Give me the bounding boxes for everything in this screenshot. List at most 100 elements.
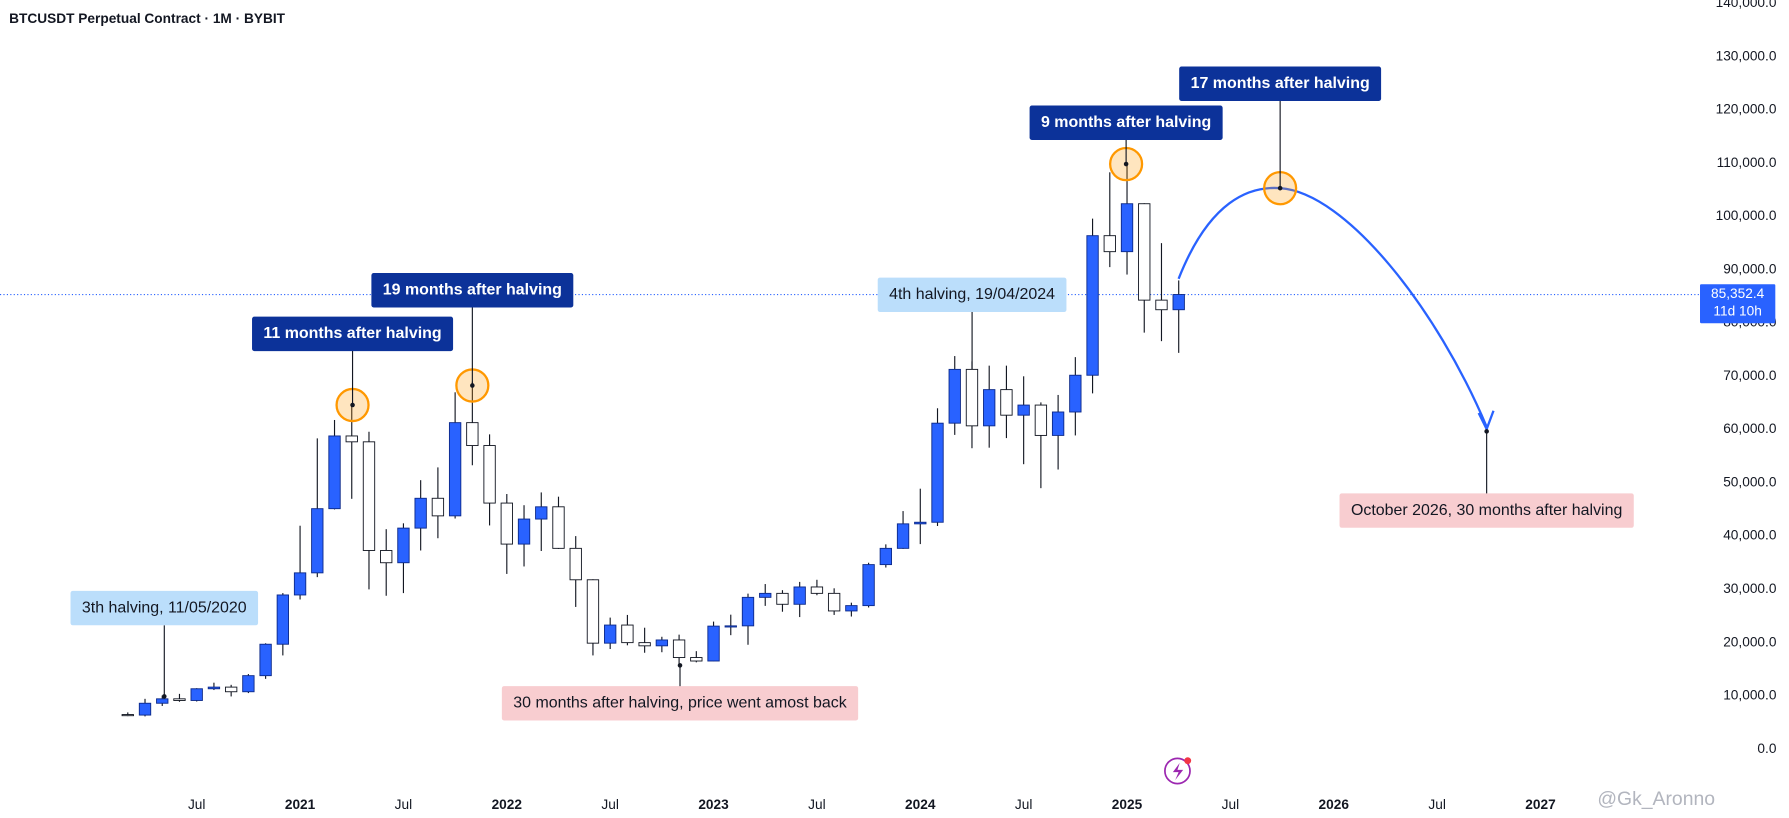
y-tick-label: 120,000.0: [1716, 102, 1777, 117]
candle-body: [448, 422, 462, 517]
annotation-box: [1339, 493, 1634, 528]
annotation-label: 9 months after halving: [1041, 114, 1211, 131]
annotation-label: 30 months after halving, price went amos…: [513, 694, 847, 711]
annotation-label: 3th halving, 11/05/2020: [82, 599, 247, 616]
y-tick-label: 110,000.0: [1717, 155, 1777, 170]
candle-body: [948, 368, 961, 424]
candle-body: [741, 596, 755, 627]
y-tick-label: 0.0: [1757, 741, 1776, 756]
lightning-icon[interactable]: [1164, 757, 1191, 785]
candles-layer: 0.0 10,000.0 20,000.0 30,000.0 40,000.0 50,00…: [70, 0, 1777, 812]
candle-body: [896, 523, 910, 549]
candle-body: [466, 422, 479, 447]
candle-body: [276, 594, 290, 645]
candle-body: [1051, 411, 1065, 436]
candle-body: [707, 625, 720, 662]
y-tick-label: 90,000.0: [1723, 261, 1777, 276]
candle-body: [138, 702, 152, 716]
candle-body: [207, 686, 221, 690]
price-tag: [1700, 284, 1776, 324]
annotation-box: [1029, 105, 1223, 140]
x-tick-label: Jul: [1015, 797, 1032, 812]
x-tick-label: Jul: [808, 797, 825, 812]
x-tick-label: 2027: [1525, 797, 1556, 812]
candle-body: [1017, 404, 1030, 416]
candle-body: [845, 605, 858, 612]
background-layer: [0, 293, 1701, 296]
annotation-box: [1179, 66, 1382, 101]
projection-curve: [1177, 186, 1488, 428]
candle-body: [552, 506, 565, 549]
annotation-box: [371, 273, 574, 308]
x-tick-label: 2026: [1319, 797, 1350, 812]
candle-body: [397, 527, 410, 564]
candle-body: [1120, 203, 1134, 253]
candle-body: [345, 435, 358, 443]
candle-body: [431, 497, 445, 517]
x-tick-label: 2022: [492, 797, 523, 812]
candle-body: [173, 698, 186, 701]
candle-body: [1103, 235, 1116, 253]
candle-body: [1138, 203, 1151, 301]
y-tick-label: 50,000.0: [1723, 474, 1777, 489]
candle-body: [1000, 389, 1013, 416]
y-tick-label: 60,000.0: [1723, 421, 1777, 436]
annotation-box: [70, 590, 259, 626]
candle-body: [724, 625, 737, 628]
x-tick-label: 2021: [285, 797, 316, 812]
candle-body: [862, 564, 875, 607]
notification-dot: [1184, 757, 1192, 765]
candle-body: [776, 592, 789, 605]
annotation-dot: [162, 694, 167, 699]
x-tick-label: Jul: [395, 797, 412, 812]
candle-body: [1034, 404, 1048, 436]
candle-body: [362, 441, 376, 551]
candle-body: [500, 502, 513, 545]
candle-body: [293, 572, 307, 596]
x-tick-label: 2024: [905, 797, 936, 812]
price-tag-value: 85,352.4: [1711, 286, 1765, 301]
x-tick-label: 2023: [698, 797, 729, 812]
x-tick-label: Jul: [601, 797, 618, 812]
annotation-dot: [1123, 161, 1129, 167]
annotation-box: [501, 686, 859, 721]
lightning-bolt: [1172, 762, 1184, 781]
chart-title: BTCUSDT Perpetual Contract · 1M · BYBIT: [9, 11, 286, 26]
candle-body: [380, 550, 393, 564]
candle-body: [621, 624, 634, 644]
candle-body: [931, 422, 944, 523]
candle-body: [672, 639, 686, 659]
annotation-dot: [1484, 429, 1489, 434]
candle-body: [879, 547, 892, 566]
candle-body: [1069, 374, 1082, 413]
annotation-label: October 2026, 30 months after halving: [1351, 502, 1622, 519]
candle-body: [121, 714, 134, 717]
y-tick-label: 30,000.0: [1723, 581, 1777, 596]
candle-body: [759, 592, 772, 598]
y-tick-label: 140,000.0: [1716, 0, 1777, 10]
candle-body: [156, 698, 169, 704]
x-tick-label: Jul: [1428, 797, 1445, 812]
candle-body: [586, 579, 600, 644]
annotation-label: 4th halving, 19/04/2024: [889, 286, 1055, 303]
y-tick-label: 130,000.0: [1716, 48, 1777, 63]
y-tick-label: 20,000.0: [1723, 634, 1777, 649]
annotation-dot: [677, 663, 683, 668]
candle-body: [535, 506, 548, 520]
candle-body: [638, 642, 651, 647]
annotation-box: [252, 316, 454, 352]
annotation-dot: [470, 383, 475, 388]
candle-body: [810, 586, 824, 594]
candle-body: [1155, 299, 1168, 311]
candle-body: [517, 518, 531, 545]
annotation-label: 11 months after halving: [263, 325, 441, 342]
y-tick-label: 100,000.0: [1716, 208, 1777, 223]
candle-body: [311, 508, 324, 574]
candle-body: [604, 624, 617, 644]
candle-body: [190, 688, 203, 701]
annotation-dot: [1277, 185, 1283, 191]
candle-body: [259, 643, 272, 677]
candle-body: [414, 497, 427, 529]
